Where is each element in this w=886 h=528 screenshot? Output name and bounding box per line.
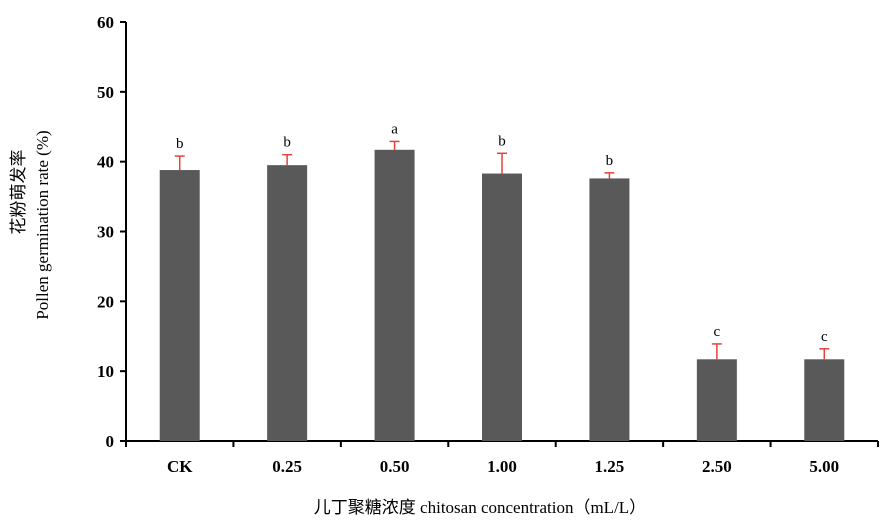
significance-label: b xyxy=(498,133,506,149)
bar xyxy=(696,359,737,441)
x-tick-label: 0.50 xyxy=(380,457,410,476)
significance-label: a xyxy=(391,121,398,137)
bar xyxy=(804,359,845,441)
y-tick-label: 60 xyxy=(97,13,114,32)
y-ticks: 0 10 20 30 40 50 60 xyxy=(97,13,126,451)
y-axis-title-en: Pollen germination rate (%) xyxy=(33,130,52,319)
significance-label: b xyxy=(176,136,184,152)
bar xyxy=(267,165,308,442)
significance-label: c xyxy=(821,329,828,345)
significance-label: b xyxy=(606,153,614,169)
y-tick-label: 30 xyxy=(97,223,114,242)
x-tick-label: 1.00 xyxy=(487,457,517,476)
bar xyxy=(589,178,630,441)
y-tick-label: 40 xyxy=(97,153,114,172)
x-ticks xyxy=(125,441,879,447)
x-tick-label: 5.00 xyxy=(809,457,839,476)
x-tick-label: CK xyxy=(167,457,193,476)
significance-label: c xyxy=(714,324,721,340)
x-tick-label: 0.25 xyxy=(272,457,302,476)
error-bars xyxy=(174,140,830,360)
bar xyxy=(482,173,522,441)
significance-label: b xyxy=(283,135,291,151)
x-tick-label: 1.25 xyxy=(595,457,625,476)
y-axis-title-cn: 花粉萌发率 xyxy=(9,150,28,235)
y-tick-label: 50 xyxy=(97,83,114,102)
x-tick-labels: CK 0.25 0.50 1.00 1.25 2.50 5.00 xyxy=(167,457,839,476)
x-tick-label: 2.50 xyxy=(702,457,732,476)
y-tick-label: 0 xyxy=(106,432,115,451)
bars xyxy=(159,149,845,442)
x-axis-title: 儿丁聚糖浓度 chitosan concentration（mL/L） xyxy=(314,498,646,517)
bar xyxy=(159,170,200,441)
bar xyxy=(374,149,415,442)
significance-labels: b b a b b c c xyxy=(176,121,828,344)
y-tick-label: 10 xyxy=(97,362,114,381)
y-tick-label: 20 xyxy=(97,292,114,311)
